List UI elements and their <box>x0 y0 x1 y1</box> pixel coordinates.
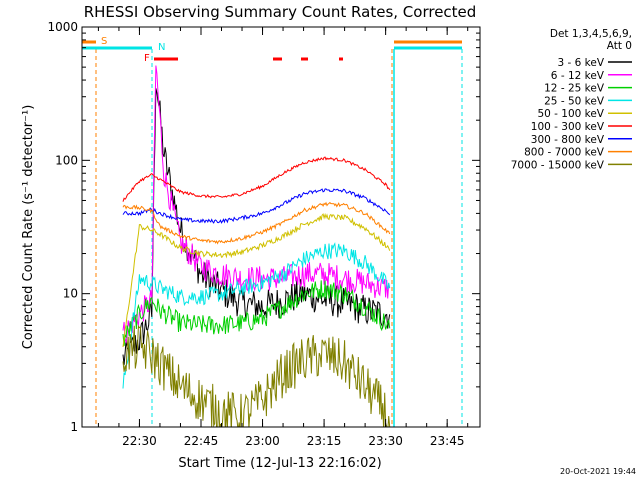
legend-header: Att 0 <box>607 40 632 52</box>
y-tick-label: 100 <box>55 153 78 167</box>
flags-layer: S NF <box>82 36 463 427</box>
legend-entry-label: 6 - 12 keV <box>551 70 605 82</box>
series-line <box>122 188 391 224</box>
axis-layer: 1 10 100 1000 22:30 22:45 23:00 23:15 23:30 23:45 <box>47 20 480 448</box>
x-tick-label: 23:30 <box>368 434 403 448</box>
series-line <box>122 65 391 345</box>
footer-date: 20-Oct-2021 19:44 <box>560 467 636 476</box>
x-tick-label: 23:00 <box>245 434 280 448</box>
chart-title: RHESSI Observing Summary Count Rates, Co… <box>84 3 477 21</box>
y-tick-label: 10 <box>63 287 78 301</box>
y-tick-label: 1 <box>70 420 78 434</box>
series-line <box>122 201 391 245</box>
series-layer <box>122 65 391 427</box>
series-line <box>122 212 391 348</box>
flag-label-s: S <box>101 36 107 47</box>
series-line <box>122 88 391 365</box>
x-axis-label: Start Time (12-Jul-13 22:16:02) <box>178 456 381 471</box>
legend-entry-label: 300 - 800 keV <box>531 134 605 146</box>
legend-entry-label: 800 - 7000 keV <box>524 147 605 159</box>
x-tick-label: 22:30 <box>122 434 157 448</box>
legend-entry-label: 7000 - 15000 keV <box>511 159 605 171</box>
plot-frame <box>81 26 481 428</box>
legend-header: Det 1,3,4,5,6,9, <box>550 28 632 40</box>
y-axis-label: Corrected Count Rate (s⁻¹ detector⁻¹) <box>21 105 36 350</box>
flag-label-n: N <box>158 42 165 53</box>
x-tick-label: 22:45 <box>184 434 219 448</box>
legend-entry-label: 3 - 6 keV <box>557 57 604 69</box>
legend-entry-label: 25 - 50 keV <box>544 95 605 107</box>
series-line <box>122 324 391 427</box>
y-tick-label: 1000 <box>47 20 78 34</box>
series-line <box>122 156 391 202</box>
x-tick-label: 23:45 <box>430 434 465 448</box>
legend-entry-label: 50 - 100 keV <box>537 108 604 120</box>
x-tick-label: 23:15 <box>307 434 342 448</box>
series-line <box>122 242 391 389</box>
series-line <box>122 280 391 346</box>
legend-entry-label: 100 - 300 keV <box>531 121 605 133</box>
legend-entry-label: 12 - 25 keV <box>544 83 605 95</box>
flag-label-f: F <box>144 53 150 64</box>
